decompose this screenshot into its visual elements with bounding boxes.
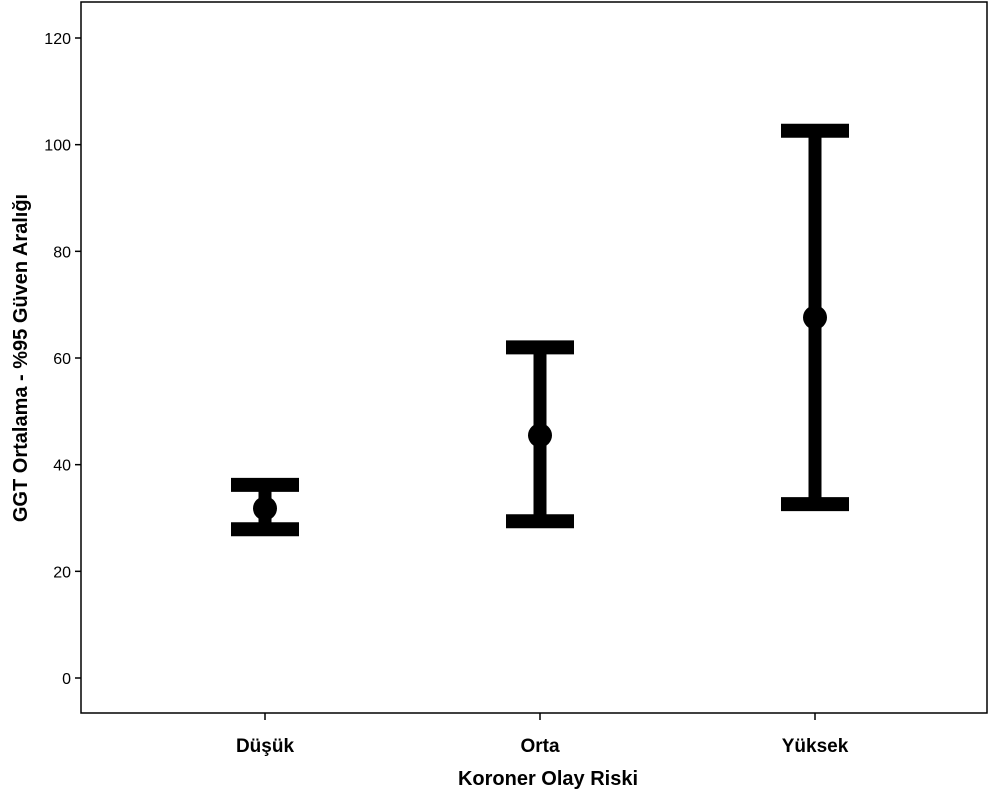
x-axis-title: Koroner Olay Riski [458,768,638,790]
y-tick-label: 20 [53,564,71,581]
y-axis-title: GGT Ortalama - %95 Güven Aralığı [10,194,32,522]
y-tick-label: 100 [44,138,71,155]
y-tick-label: 40 [53,458,71,475]
mean-marker [803,305,827,330]
error-bars [231,123,849,537]
y-tick-label: 120 [44,31,71,48]
x-axis: Düşük Orta Yüksek [236,713,849,757]
y-tick-label: 80 [53,244,71,261]
x-tick-label: Orta [520,736,560,757]
mean-marker [528,423,552,448]
y-tick-label: 0 [62,671,71,688]
y-tick-label: 60 [53,351,71,368]
y-axis: 0 20 40 60 80 100 120 [44,31,81,688]
x-tick-label: Yüksek [782,736,849,757]
x-tick-label: Düşük [236,736,295,757]
mean-marker [253,496,277,521]
